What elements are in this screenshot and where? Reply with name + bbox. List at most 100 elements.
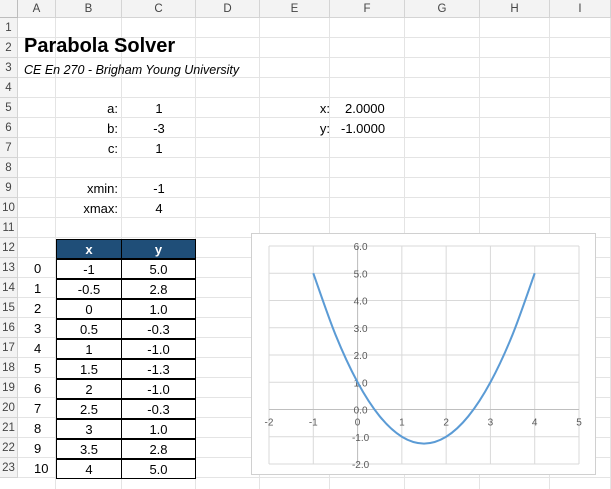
row-index[interactable]: 8 <box>34 421 42 436</box>
column-header-d[interactable]: D <box>196 0 260 18</box>
row-header-18[interactable]: 18 <box>0 358 18 378</box>
column-header-i[interactable]: I <box>550 0 611 18</box>
row-index[interactable]: 0 <box>34 261 42 276</box>
row-index[interactable]: 6 <box>34 381 42 396</box>
gridline-horizontal <box>18 477 611 478</box>
row-header-22[interactable]: 22 <box>0 438 18 458</box>
xmax-value-cell[interactable]: 4 <box>155 201 163 216</box>
table-cell-y[interactable]: 1.0 <box>121 299 196 319</box>
row-header-3[interactable]: 3 <box>0 58 18 78</box>
table-cell-y[interactable]: 5.0 <box>121 259 196 279</box>
chart-y-tick-label: 2.0 <box>354 351 368 362</box>
table-cell-x[interactable]: 0.5 <box>56 319 122 339</box>
row-header-19[interactable]: 19 <box>0 378 18 398</box>
b-label: b: <box>107 121 118 136</box>
table-cell-y[interactable]: 2.8 <box>121 279 196 299</box>
table-cell-x[interactable]: 2 <box>56 379 122 399</box>
page-subtitle: CE En 270 - Brigham Young University <box>24 63 240 77</box>
chart-plot: -2 -1 0 1 2 3 4 5 -2.0 -1.0 0.0 1.0 2.0 3.0 4.0 5.0 6.0 <box>265 242 583 471</box>
gridline-horizontal <box>18 177 611 178</box>
table-cell-y[interactable]: -1.3 <box>121 359 196 379</box>
table-cell-y[interactable]: -1.0 <box>121 339 196 359</box>
row-index[interactable]: 10 <box>34 461 49 476</box>
row-index[interactable]: 9 <box>34 441 42 456</box>
column-header-f[interactable]: F <box>330 0 405 18</box>
table-cell-x[interactable]: 2.5 <box>56 399 122 419</box>
row-header-9[interactable]: 9 <box>0 178 18 198</box>
table-cell-x[interactable]: 1 <box>56 339 122 359</box>
chart-series-line <box>312 272 536 445</box>
table-cell-x[interactable]: 3 <box>56 419 122 439</box>
column-header-b[interactable]: B <box>56 0 122 18</box>
gridline-horizontal <box>18 97 611 98</box>
gridline-horizontal <box>18 77 611 78</box>
table-header-x[interactable]: x <box>56 239 122 259</box>
row-header-20[interactable]: 20 <box>0 398 18 418</box>
row-index[interactable]: 5 <box>34 361 42 376</box>
chart-y-tick-label: 1.0 <box>354 378 368 389</box>
row-index[interactable]: 7 <box>34 401 42 416</box>
table-cell-y[interactable]: 5.0 <box>121 459 196 479</box>
row-header-7[interactable]: 7 <box>0 138 18 158</box>
row-index[interactable]: 1 <box>34 281 42 296</box>
row-header-17[interactable]: 17 <box>0 338 18 358</box>
row-header-16[interactable]: 16 <box>0 318 18 338</box>
gridline-horizontal <box>18 197 611 198</box>
row-index[interactable]: 3 <box>34 321 42 336</box>
table-cell-y[interactable]: 1.0 <box>121 419 196 439</box>
c-value-cell[interactable]: 1 <box>155 141 163 156</box>
a-value-cell[interactable]: 1 <box>155 101 163 116</box>
row-header-11[interactable]: 11 <box>0 218 18 238</box>
chart-y-tick-label: 3.0 <box>354 324 368 335</box>
vertex-x-value-cell[interactable]: 2.0000 <box>345 101 385 116</box>
table-cell-y[interactable]: 2.8 <box>121 439 196 459</box>
table-cell-x[interactable]: 0 <box>56 299 122 319</box>
table-cell-y[interactable]: -1.0 <box>121 379 196 399</box>
table-cell-y[interactable]: -0.3 <box>121 319 196 339</box>
row-header-14[interactable]: 14 <box>0 278 18 298</box>
gridline-horizontal <box>18 117 611 118</box>
chart-x-tick-label: 3 <box>488 418 494 429</box>
row-index[interactable]: 2 <box>34 301 42 316</box>
row-header-8[interactable]: 8 <box>0 158 18 178</box>
column-header-e[interactable]: E <box>260 0 330 18</box>
row-header-4[interactable]: 4 <box>0 78 18 98</box>
column-header-c[interactable]: C <box>122 0 196 18</box>
table-header-y[interactable]: y <box>121 239 196 259</box>
column-header-g[interactable]: G <box>405 0 480 18</box>
row-index[interactable]: 4 <box>34 341 42 356</box>
chart-x-tick-label: 1 <box>399 418 405 429</box>
row-header-23[interactable]: 23 <box>0 458 18 478</box>
vertex-y-label: y: <box>319 121 330 136</box>
vertex-x-label: x: <box>319 101 330 116</box>
select-all-corner[interactable] <box>0 0 18 18</box>
vertex-y-value-cell[interactable]: -1.0000 <box>341 121 386 136</box>
chart-y-tick-label: 0.0 <box>354 406 368 417</box>
row-header-12[interactable]: 12 <box>0 238 18 258</box>
row-header-15[interactable]: 15 <box>0 298 18 318</box>
gridline-horizontal <box>18 137 611 138</box>
chart-y-tick-label: 4.0 <box>354 297 368 308</box>
table-cell-x[interactable]: -1 <box>56 259 122 279</box>
column-header-h[interactable]: H <box>480 0 550 18</box>
table-cell-y[interactable]: -0.3 <box>121 399 196 419</box>
page-title: Parabola Solver <box>24 35 176 57</box>
row-header-10[interactable]: 10 <box>0 198 18 218</box>
column-header-a[interactable]: A <box>18 0 56 18</box>
row-header-2[interactable]: 2 <box>0 38 18 58</box>
row-header-21[interactable]: 21 <box>0 418 18 438</box>
row-header-13[interactable]: 13 <box>0 258 18 278</box>
b-value-cell[interactable]: -3 <box>153 121 165 136</box>
table-cell-x[interactable]: 3.5 <box>56 439 122 459</box>
parabola-chart[interactable]: -2 -1 0 1 2 3 4 5 -2.0 -1.0 0.0 1.0 2.0 3.0 4.0 5.0 6.0 <box>251 233 596 475</box>
xmin-label: xmin: <box>86 181 118 196</box>
row-header-6[interactable]: 6 <box>0 118 18 138</box>
table-cell-x[interactable]: -0.5 <box>56 279 122 299</box>
xmin-value-cell[interactable]: -1 <box>153 181 165 196</box>
row-header-5[interactable]: 5 <box>0 98 18 118</box>
a-label: a: <box>107 101 118 116</box>
table-cell-x[interactable]: 4 <box>56 459 122 479</box>
row-header-1[interactable]: 1 <box>0 18 18 38</box>
table-cell-x[interactable]: 1.5 <box>56 359 122 379</box>
